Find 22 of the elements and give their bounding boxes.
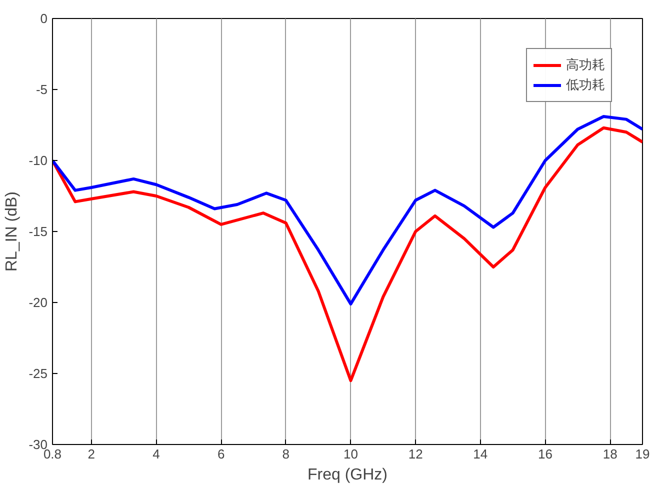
legend-label: 高功耗	[566, 57, 605, 74]
legend-label: 低功耗	[566, 77, 605, 94]
x-tick-label: 19	[635, 446, 650, 462]
x-tick-label: 18	[602, 446, 618, 462]
x-tick-label: 14	[473, 446, 488, 462]
x-axis-title: Freq (GHz)	[308, 466, 388, 484]
x-tick-label: 10	[344, 446, 358, 462]
x-tick-label: 6	[217, 446, 225, 462]
y-axis-title: RL_IN (dB)	[4, 191, 21, 272]
x-tick-label: 12	[408, 446, 423, 462]
y-tick-label: -15	[28, 224, 48, 239]
x-tick-label: 2	[88, 446, 96, 462]
line-series	[52, 126, 642, 382]
y-tick-label: -20	[28, 295, 48, 310]
x-tick-label: 16	[538, 446, 552, 462]
line-series	[52, 114, 642, 306]
y-tick-label: -5	[36, 82, 48, 97]
x-tick-label: 4	[152, 446, 160, 462]
y-tick-label: -10	[28, 153, 48, 168]
y-tick-label: 0	[40, 11, 48, 26]
x-tick-label: 8	[282, 446, 290, 462]
y-tick-label: -25	[28, 366, 48, 381]
